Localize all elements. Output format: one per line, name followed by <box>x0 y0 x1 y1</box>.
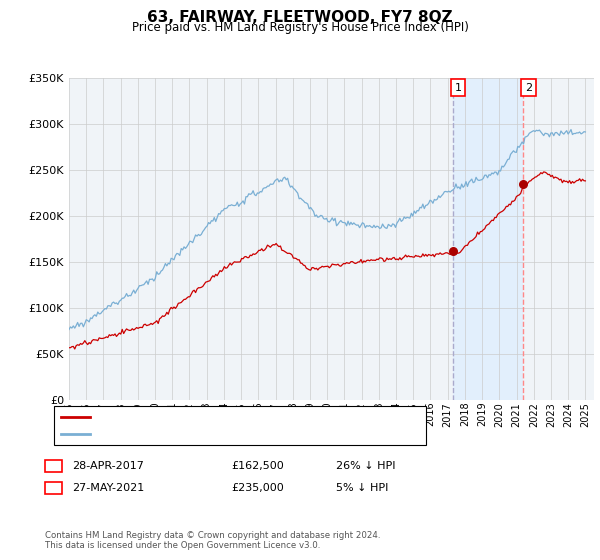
Point <box>518 180 528 189</box>
Point <box>448 246 458 255</box>
Text: 2: 2 <box>525 83 532 92</box>
Bar <box>453 78 523 400</box>
Text: HPI: Average price, detached house, Wyre: HPI: Average price, detached house, Wyre <box>97 429 317 439</box>
Text: 63, FAIRWAY, FLEETWOOD, FY7 8QZ: 63, FAIRWAY, FLEETWOOD, FY7 8QZ <box>147 10 453 25</box>
Text: 1: 1 <box>455 83 461 92</box>
Text: 5% ↓ HPI: 5% ↓ HPI <box>336 483 388 493</box>
Text: 63, FAIRWAY, FLEETWOOD, FY7 8QZ (detached house): 63, FAIRWAY, FLEETWOOD, FY7 8QZ (detache… <box>97 412 379 422</box>
Text: 2: 2 <box>50 483 57 493</box>
Text: 1: 1 <box>50 461 57 471</box>
Text: Price paid vs. HM Land Registry's House Price Index (HPI): Price paid vs. HM Land Registry's House … <box>131 21 469 34</box>
Text: £235,000: £235,000 <box>231 483 284 493</box>
Text: 27-MAY-2021: 27-MAY-2021 <box>72 483 144 493</box>
Text: 28-APR-2017: 28-APR-2017 <box>72 461 144 471</box>
Text: £162,500: £162,500 <box>231 461 284 471</box>
Text: 26% ↓ HPI: 26% ↓ HPI <box>336 461 395 471</box>
Text: Contains HM Land Registry data © Crown copyright and database right 2024.
This d: Contains HM Land Registry data © Crown c… <box>45 531 380 550</box>
